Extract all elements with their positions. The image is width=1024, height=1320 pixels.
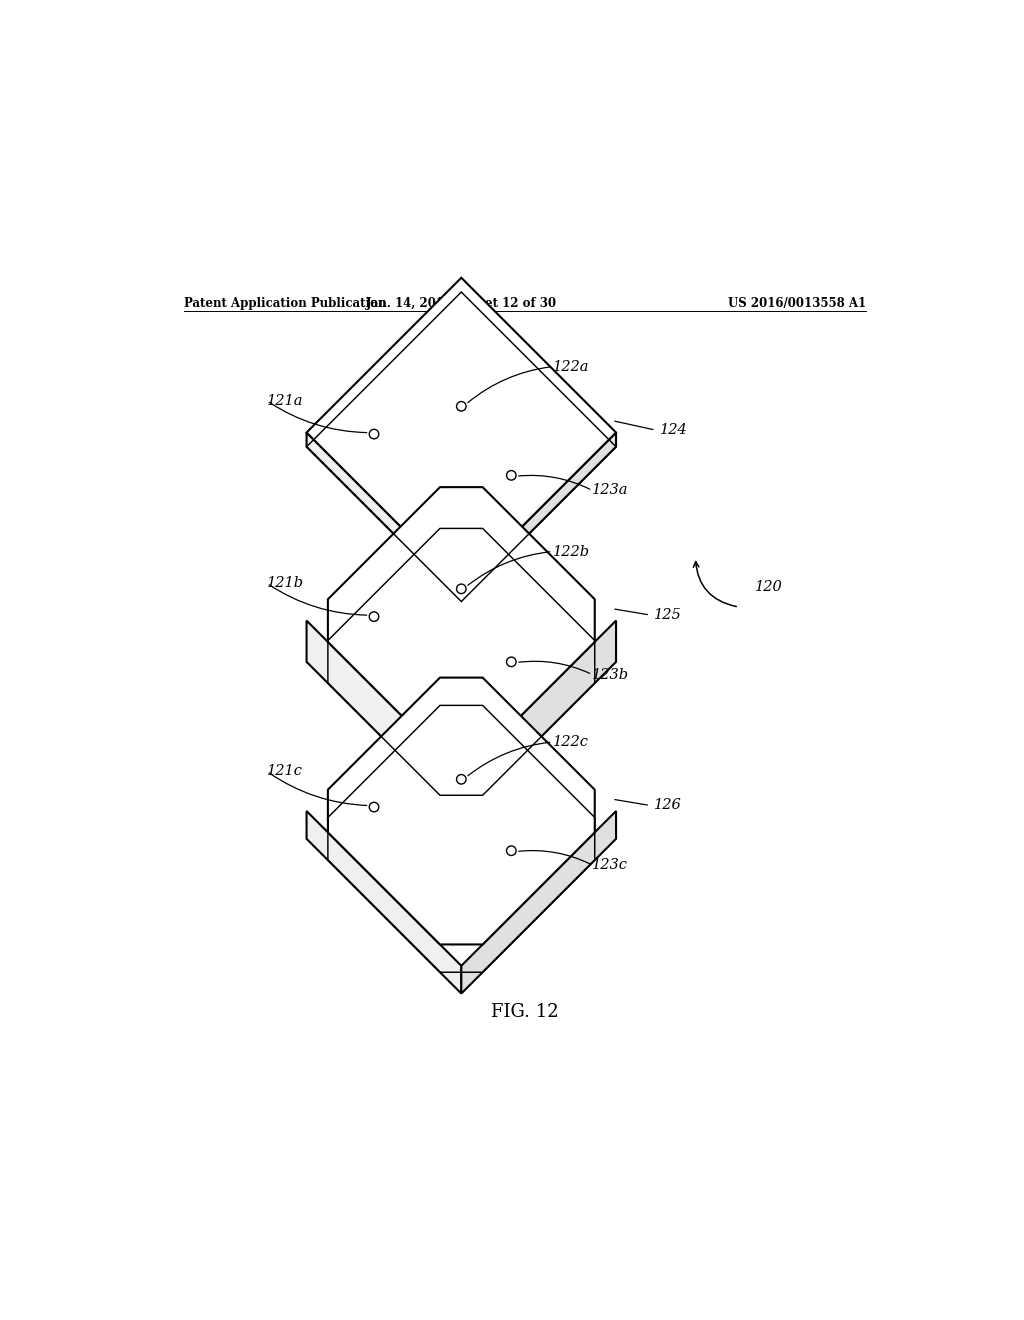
Text: US 2016/0013558 A1: US 2016/0013558 A1: [728, 297, 866, 310]
Polygon shape: [328, 487, 595, 754]
Text: 125: 125: [654, 609, 682, 622]
Text: Patent Application Publication: Patent Application Publication: [183, 297, 386, 310]
Text: 121b: 121b: [267, 577, 304, 590]
Polygon shape: [306, 433, 461, 602]
Text: 121a: 121a: [267, 393, 303, 408]
Text: 126: 126: [654, 799, 682, 813]
Text: 122c: 122c: [553, 735, 589, 748]
Text: 121c: 121c: [267, 764, 303, 779]
Polygon shape: [306, 810, 461, 994]
Polygon shape: [306, 277, 616, 587]
Text: 123b: 123b: [592, 668, 630, 681]
Polygon shape: [328, 677, 595, 945]
Polygon shape: [461, 810, 616, 994]
Text: 124: 124: [659, 424, 687, 437]
Text: 122b: 122b: [553, 545, 590, 558]
Text: 120: 120: [755, 581, 782, 594]
Text: 123a: 123a: [592, 483, 629, 498]
Polygon shape: [461, 620, 616, 817]
Text: 122a: 122a: [553, 359, 589, 374]
Text: FIG. 12: FIG. 12: [490, 1003, 559, 1020]
Polygon shape: [306, 620, 461, 817]
Polygon shape: [461, 433, 616, 602]
Text: 123c: 123c: [592, 858, 629, 873]
Text: Jan. 14, 2016  Sheet 12 of 30: Jan. 14, 2016 Sheet 12 of 30: [366, 297, 557, 310]
